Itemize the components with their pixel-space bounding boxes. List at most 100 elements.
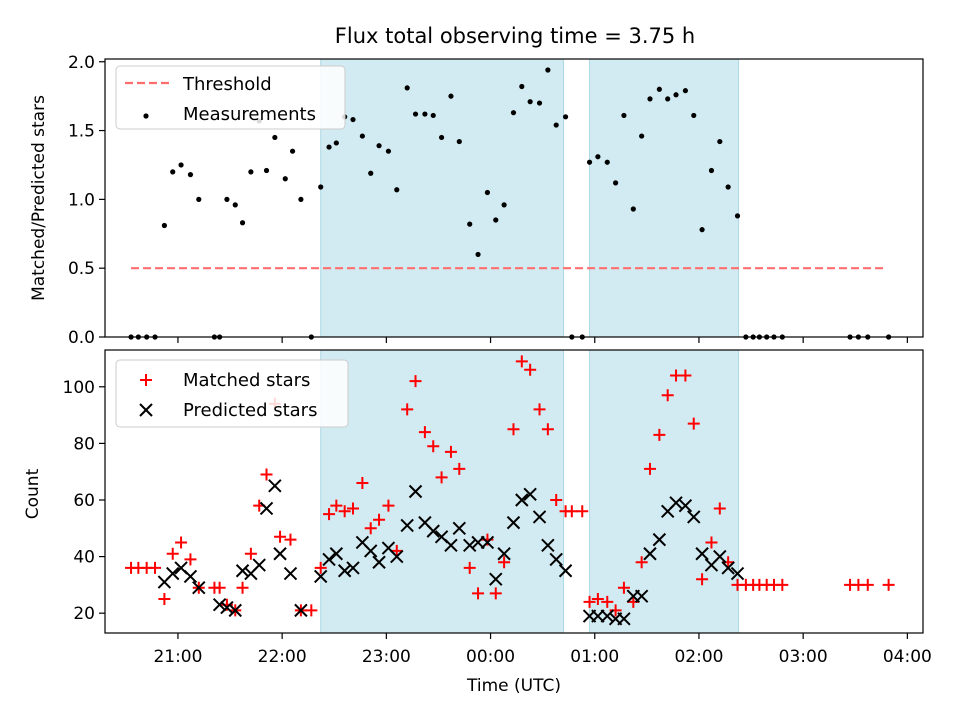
matched-star-point [382,499,395,512]
measurement-point [484,189,491,196]
predicted-star-point [322,552,336,567]
matched-star-point [705,536,718,549]
matched-star-point [541,423,554,436]
measurement-point [467,221,473,227]
predicted-star-point [730,566,745,581]
matched-star-point [882,578,895,591]
predicted-star-point [283,566,298,581]
matched-star-point [453,462,466,475]
measurement-point [196,196,202,202]
matched-star-point [338,505,351,518]
measurement-point [545,67,551,73]
measurement-point [510,110,517,116]
predicted-star-point [617,612,631,626]
predicted-star-point [549,552,563,567]
predicted-star-point [721,561,735,575]
matched-star-point [305,604,318,617]
matched-star-point [260,468,273,481]
matched-star-point [635,556,648,569]
matched-star-point [390,544,403,557]
measurement-point [326,144,332,150]
bottom-legend: Matched stars Predicted stars [115,359,349,428]
x-tick-label: 00:00 [466,647,515,667]
measurement-point [318,184,324,190]
measurement-point [708,167,715,174]
measurement-point [298,196,304,202]
legend-predicted-swatch [139,403,153,417]
x-tick-label: 02:00 [674,647,723,667]
measurement-point [263,167,270,174]
measurement-point [656,86,662,92]
measurement-point [734,213,741,219]
bottom-shaded-spans [320,349,740,634]
predicted-star-point [313,569,328,584]
top-y-tick-label: 1.5 [68,122,95,142]
shaded-span [320,58,564,338]
legend-measurement-swatch [143,113,149,119]
top-legend-box [115,65,346,130]
x-tick-label: 01:00 [570,647,619,667]
measurement-point [272,134,278,141]
top-y-tick-label: 1.0 [68,190,95,210]
predicted-star-point [166,566,180,581]
measurement-point [475,251,481,258]
matched-star-point [617,581,630,594]
predicted-star-point [541,538,555,552]
matched-star-point [533,403,546,416]
bottom-panel: 21:00 22:00 23:00 00:00 01:00 02:00 03:00 04:00… [23,349,932,696]
top-y-ticks: 0.0 0.5 1.0 1.5 2.0 [68,53,105,348]
shaded-span [589,58,740,338]
predicted-star-point [634,589,649,603]
bottom-x-ticks: 21:00 22:00 23:00 00:00 01:00 02:00 03:00 04:00 [153,633,932,667]
matched-star-point [213,581,226,594]
matched-star-point [409,375,422,388]
measurement-point [527,99,533,105]
matched-star-point [158,593,171,606]
predicted-star-point [268,479,282,493]
matched-star-point [643,462,656,475]
predicted-star-point [364,544,378,558]
predicted-star-point [212,597,227,612]
matched-star-point [687,417,700,430]
measurement-point [350,116,356,123]
predicted-star-point [600,609,614,623]
bottom-y-tick-label: 80 [73,434,95,454]
measurement-point [493,217,499,223]
matched-star-point [507,423,520,436]
top-y-tick-label: 0.5 [68,259,95,279]
bottom-y-tick-label: 20 [73,604,95,624]
measurement-point [170,169,176,175]
chart-title: Flux total observing time = 3.75 h [335,24,695,48]
matched-star-point [550,493,563,506]
measurement-point [519,83,525,90]
predicted-star-point [372,555,386,569]
matched-star-point [583,595,596,608]
predicted-star-point [532,510,547,524]
matched-star-point [175,536,188,549]
measurement-point [161,222,167,229]
predicted-star-point [426,524,440,538]
matched-star-point [401,403,414,416]
measurement-point [224,196,230,202]
measurement-point [501,202,507,208]
predicted-star-point [329,547,344,561]
measurement-point [178,162,184,168]
x-tick-label: 04:00 [883,647,932,667]
measurement-point [368,170,374,176]
predicted-star-point [687,510,701,524]
matched-star-point [696,573,709,586]
matched-star-point [444,445,457,458]
predicted-star-point [695,547,709,561]
predicted-star-point [515,493,529,507]
measurement-point [448,93,454,99]
predicted-star-point [252,558,266,572]
matched-star-point [653,428,666,441]
measurement-point [385,148,392,154]
top-legend: Threshold Measurements [115,65,346,130]
predicted-star-point [523,487,537,502]
matched-star-point [515,355,528,368]
x-tick-label: 22:00 [258,647,307,667]
matched-star-point [356,477,369,490]
measurement-point [673,92,679,98]
measurement-point [621,112,627,119]
